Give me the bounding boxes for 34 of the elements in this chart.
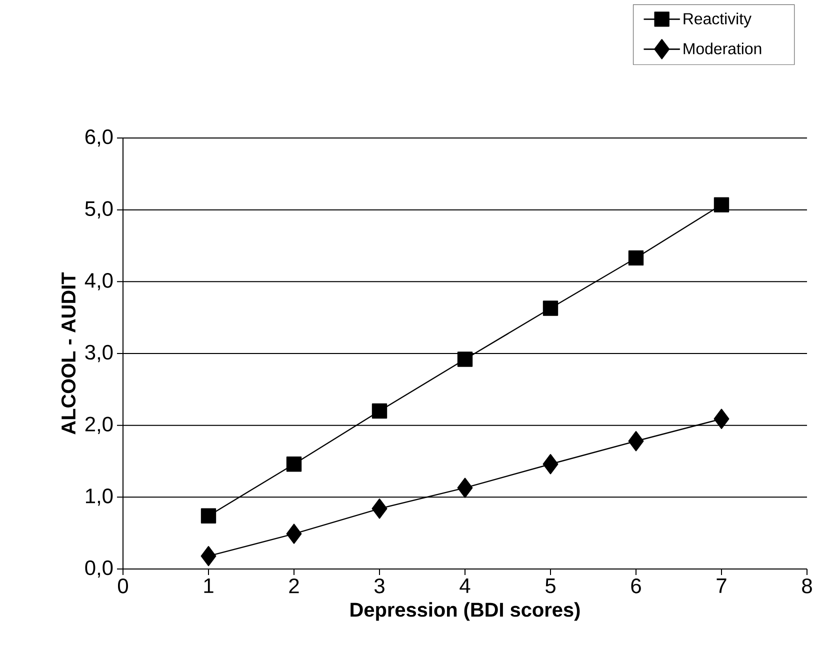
y-tick-label: 1,0 <box>86 488 113 506</box>
x-tick-label: 4 <box>460 578 470 593</box>
legend-label: Reactivity <box>684 12 752 28</box>
x-axis-title: Depression (BDI scores) <box>350 602 580 621</box>
y-tick-label: 3,0 <box>85 344 113 362</box>
point <box>628 431 644 452</box>
x-tick-label: 8 <box>802 578 812 594</box>
point <box>286 456 302 472</box>
y-axis-title: ALCOOL - AUDIT <box>61 272 76 434</box>
point <box>372 403 388 419</box>
point <box>286 524 302 544</box>
x-tick-label: 7 <box>716 578 726 593</box>
point <box>542 454 558 474</box>
point <box>714 408 730 429</box>
y-tick-label: 6,0 <box>85 129 113 147</box>
y-tick-label: 4,0 <box>84 273 113 290</box>
point <box>542 300 558 316</box>
point <box>372 498 388 519</box>
point <box>457 352 473 367</box>
y-tick-label: 2,0 <box>85 416 113 434</box>
x-tick-label: 5 <box>546 578 556 594</box>
x-tick-label: 6 <box>631 578 641 594</box>
point <box>200 508 216 524</box>
x-tick-label: 1 <box>204 578 214 593</box>
point <box>457 478 473 498</box>
y-tick-label: 5,0 <box>85 201 113 218</box>
y-tick-label: 0,0 <box>85 560 113 578</box>
point <box>714 197 730 212</box>
point <box>628 250 644 266</box>
x-tick-label: 3 <box>374 578 384 594</box>
x-tick-label: 2 <box>289 578 299 594</box>
point <box>200 546 216 566</box>
legend-label: Moderation <box>684 42 762 54</box>
x-tick-label: 0 <box>118 578 128 594</box>
